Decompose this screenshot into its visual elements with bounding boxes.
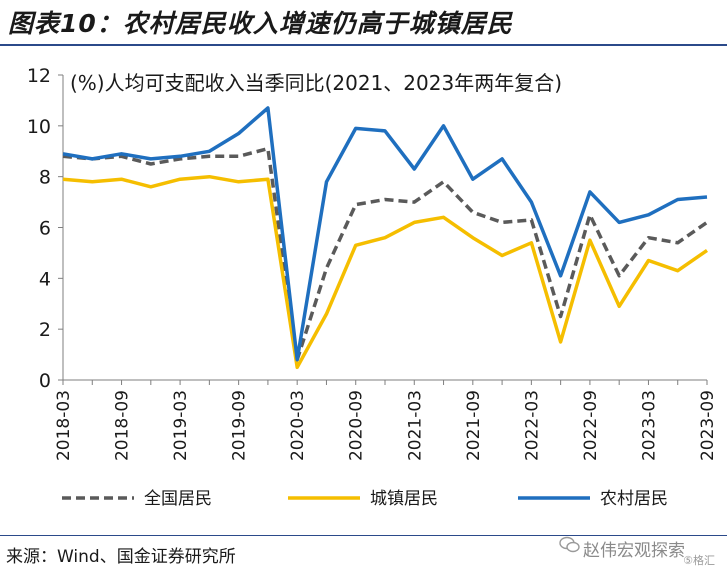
x-tick-label: 2023-03 <box>639 390 659 461</box>
y-tick-label: 0 <box>39 370 51 392</box>
x-tick-label: 2021-09 <box>464 390 484 461</box>
watermark-text: 赵伟宏观探索 <box>583 541 685 561</box>
legend-label-0: 全国居民 <box>144 489 212 509</box>
y-tick-label: 4 <box>39 268 51 290</box>
x-tick-label: 2021-03 <box>405 390 425 461</box>
chart-annotation: (%)人均可支配收入当季同比(2021、2023年两年复合) <box>70 71 562 95</box>
y-tick-label: 8 <box>39 167 51 189</box>
series-line-1 <box>62 174 708 370</box>
series-line-0 <box>62 146 708 362</box>
y-tick-label: 10 <box>27 116 51 138</box>
x-tick-label: 2019-03 <box>171 390 191 461</box>
source-note: 来源：Wind、国金证券研究所 <box>6 547 236 567</box>
x-tick-label: 2022-09 <box>581 390 601 461</box>
x-tick-label: 2018-03 <box>54 390 74 461</box>
y-tick-label: 12 <box>27 65 51 87</box>
x-tick-label: 2020-03 <box>288 390 308 461</box>
chart-lines <box>62 106 708 370</box>
title-divider <box>0 44 727 46</box>
x-tick-label: 2020-09 <box>347 390 367 461</box>
income-growth-chart: 0 2 4 6 8 10 12 2018-03 2018-09 2019-03 2019-09 202… <box>27 65 718 509</box>
wechat-icon <box>559 536 580 553</box>
source-divider <box>0 535 727 536</box>
legend-label-2: 农村居民 <box>600 489 668 509</box>
figure-title: 图表10：农村居民收入增速仍高于城镇居民 <box>8 9 513 38</box>
x-tick-label: 2018-09 <box>113 390 133 461</box>
chart-legend: 全国居民 城镇居民 农村居民 <box>62 489 668 509</box>
y-tick-label: 2 <box>39 319 51 341</box>
x-tick-label: 2023-09 <box>698 390 718 461</box>
legend-label-1: 城镇居民 <box>370 489 438 509</box>
watermark: 赵伟宏观探索 ⑤格汇 <box>521 530 721 570</box>
x-tick-label: 2019-09 <box>230 390 250 461</box>
series-line-2 <box>62 106 708 362</box>
x-tick-label: 2022-03 <box>522 390 542 461</box>
watermark-sub: ⑤格汇 <box>683 554 715 567</box>
y-tick-label: 6 <box>39 218 51 240</box>
chart-axes: 0 2 4 6 8 10 12 2018-03 2018-09 2019-03 2019-09 202… <box>27 65 718 461</box>
